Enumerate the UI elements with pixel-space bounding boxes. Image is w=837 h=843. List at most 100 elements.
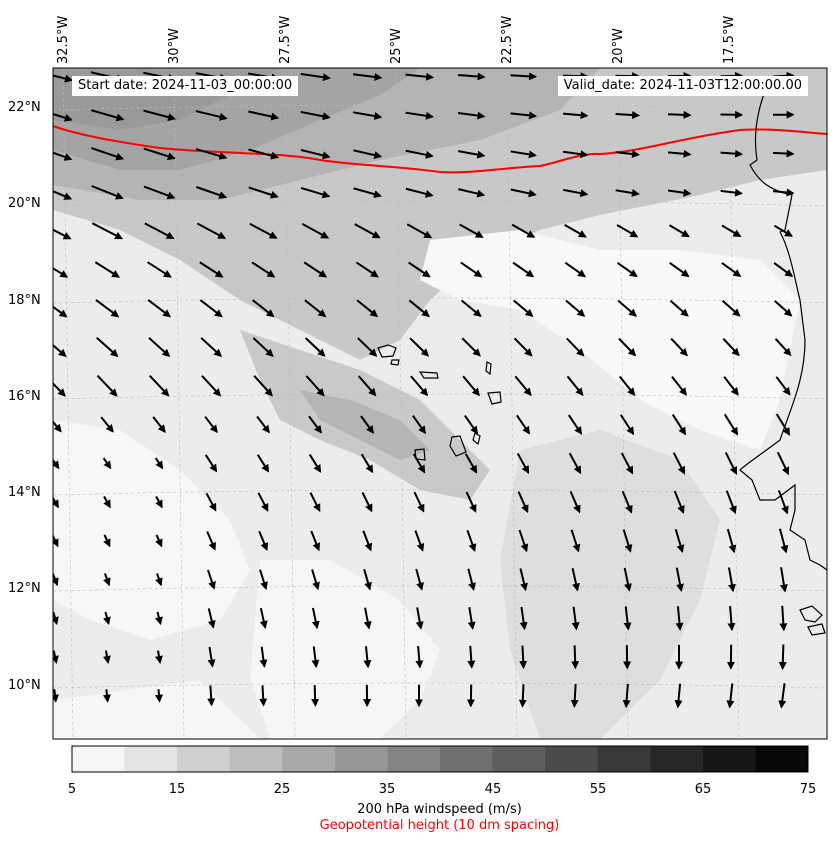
colorbar-swatch [492, 746, 546, 772]
wind-arrow [570, 684, 579, 708]
wind-arrow [305, 375, 325, 397]
wind-arrow [410, 375, 429, 397]
wind-arrow [412, 415, 427, 435]
colorbar-tick-label: 25 [274, 782, 291, 797]
wind-arrow [154, 689, 163, 703]
colorbar-swatch [177, 746, 231, 772]
wind-arrow [53, 343, 67, 358]
wind-arrow [673, 490, 685, 514]
wind-arrow [147, 299, 172, 318]
geopotential-height-contour [53, 125, 827, 174]
wind-arrow [155, 495, 163, 509]
parallel-line [53, 585, 827, 592]
wind-arrow [248, 110, 280, 121]
wind-arrow [722, 338, 740, 357]
valid-date-text: Valid_date: 2024-11-03T12:00:00.00 [563, 78, 802, 93]
wind-arrow [155, 611, 163, 626]
wind-arrow [778, 683, 787, 709]
wind-arrow [458, 150, 486, 159]
wind-arrow [91, 147, 125, 161]
wind-arrow [205, 492, 217, 512]
wind-arrow [779, 605, 788, 632]
longitude-labels: 32.5°W 30°W 27.5°W 25°W 22.5°W 20°W 17.5… [56, 16, 737, 64]
meridian-line [395, 68, 407, 739]
wind-arrow [406, 223, 433, 239]
wind-arrow [615, 150, 641, 158]
wind-arrow [518, 529, 529, 553]
wind-arrow [155, 534, 163, 548]
wind-arrow [259, 646, 268, 668]
island-santo-antao [377, 344, 397, 358]
wind-arrow [618, 375, 636, 396]
wind-arrow [94, 261, 121, 278]
wind-arrow [775, 376, 791, 396]
wind-arrow [616, 261, 638, 278]
wind-arrow [563, 188, 589, 198]
wind-arrow [513, 337, 533, 357]
wind-arrow [726, 528, 737, 554]
island-sal [485, 361, 492, 376]
wind-arrow [201, 375, 222, 397]
wind-arrow [102, 457, 112, 470]
wind-arrow [512, 261, 535, 278]
wind-arrow [409, 337, 430, 357]
wind-arrow [103, 534, 111, 548]
wind-arrow [720, 149, 744, 158]
lon-label: 32.5°W [56, 16, 71, 64]
wind-arrow [301, 223, 330, 239]
wind-arrow [154, 457, 164, 470]
wind-arrow [354, 223, 381, 239]
wind-arrow [204, 454, 218, 473]
parallel-line [53, 200, 827, 207]
wind-arrow [466, 529, 477, 553]
wind-arrow [565, 299, 586, 317]
wind-arrow [357, 337, 378, 357]
wind-arrow [308, 453, 322, 473]
wind-arrow [570, 529, 581, 553]
start-date-box: Start date: 2024-11-03_00:00:00 [72, 76, 299, 96]
wind-arrow [519, 645, 528, 670]
wind-arrow [622, 529, 633, 553]
wind-arrow [720, 188, 744, 197]
wind-arrow [615, 111, 641, 120]
wind-arrow [562, 150, 589, 159]
wind-arrow [252, 299, 275, 318]
wind-arrow [773, 262, 794, 277]
wind-arrow [408, 261, 431, 278]
wind-arrow [721, 300, 741, 317]
colorbar-tick-label: 55 [590, 782, 607, 797]
wind-arrow [510, 111, 538, 120]
wind-arrow [152, 416, 166, 433]
wind-arrow [53, 496, 59, 509]
wind-arrow [353, 111, 383, 120]
wind-arrow [207, 685, 216, 707]
wind-arrow [90, 109, 125, 122]
wind-arrow [91, 185, 124, 200]
wind-arrow [674, 529, 685, 554]
wind-arrow [616, 224, 639, 238]
wind-arrow [96, 336, 119, 358]
wind-arrow [53, 573, 59, 587]
wind-arrow [360, 453, 374, 474]
wind-arrow [300, 72, 331, 82]
wind-arrow [143, 109, 177, 122]
wind-arrow [405, 72, 435, 81]
colorbar-tick-label: 75 [800, 782, 817, 797]
colorbar-tick-label: 45 [485, 782, 502, 797]
wind-arrow [196, 186, 228, 199]
wind-arrow [355, 261, 379, 278]
wind-arrow [779, 567, 788, 593]
wind-arrow [723, 413, 739, 436]
wind-arrow [465, 491, 477, 513]
wind-arrow [772, 188, 795, 197]
wind-arrow [669, 299, 689, 317]
wind-arrow [670, 337, 688, 357]
colorbar-tick-label: 5 [68, 782, 76, 797]
wind-arrow [303, 261, 328, 278]
colorbar-tick-label: 35 [379, 782, 396, 797]
wind-arrow [772, 149, 795, 158]
wind-arrow [517, 491, 529, 514]
wind-arrow [408, 299, 430, 318]
valid-date-box: Valid_date: 2024-11-03T12:00:00.00 [557, 76, 808, 96]
